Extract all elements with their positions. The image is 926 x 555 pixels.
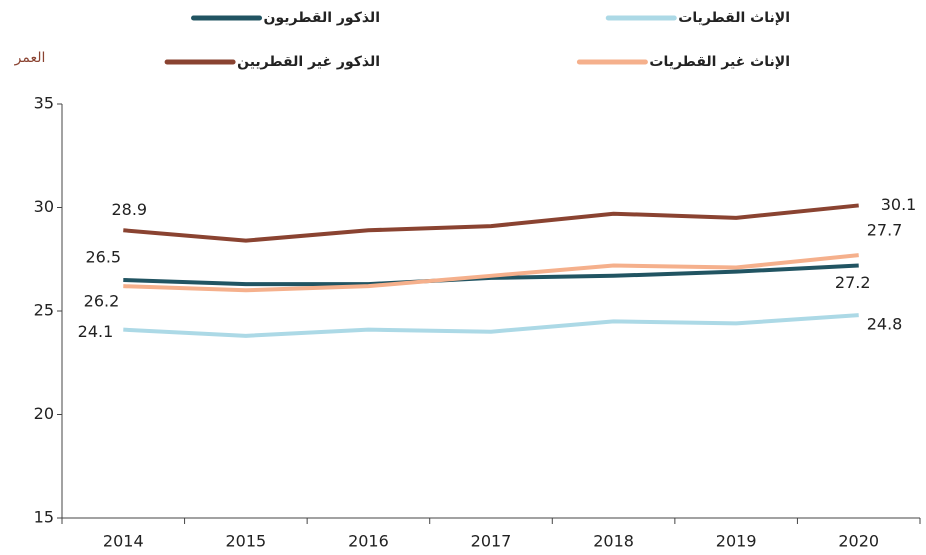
x-tick-label: 2017 — [471, 532, 512, 551]
x-tick-label: 2016 — [348, 532, 389, 551]
y-tick-label: 35 — [34, 94, 54, 113]
legend-label: الإناث القطريات — [678, 10, 790, 26]
line — [123, 263, 859, 287]
data-label: 26.2 — [84, 292, 120, 311]
line — [123, 203, 859, 243]
legend-label: الذكور القطريون — [264, 10, 380, 26]
x-tick-label: 2014 — [103, 532, 144, 551]
y-axis-label: العمر — [14, 50, 46, 66]
legend-label: الذكور غير القطريين — [237, 54, 380, 70]
y-tick-label: 20 — [34, 404, 54, 423]
data-label: 26.5 — [85, 247, 121, 266]
data-label: 24.8 — [867, 315, 903, 334]
x-tick-label: 2018 — [593, 532, 634, 551]
data-label: 27.7 — [867, 221, 903, 240]
y-tick-label: 25 — [34, 301, 54, 320]
y-tick-label: 15 — [34, 508, 54, 527]
data-label: 27.2 — [835, 273, 871, 292]
data-label: 24.1 — [78, 322, 114, 341]
legend-label: الإناث غير القطريات — [649, 54, 790, 70]
line — [123, 313, 859, 338]
x-tick-label: 2015 — [225, 532, 266, 551]
data-label: 30.1 — [881, 195, 917, 214]
x-tick-label: 2019 — [716, 532, 757, 551]
line — [123, 253, 859, 293]
y-tick-label: 30 — [34, 197, 54, 216]
x-tick-label: 2020 — [838, 532, 879, 551]
data-label: 28.9 — [111, 200, 147, 219]
